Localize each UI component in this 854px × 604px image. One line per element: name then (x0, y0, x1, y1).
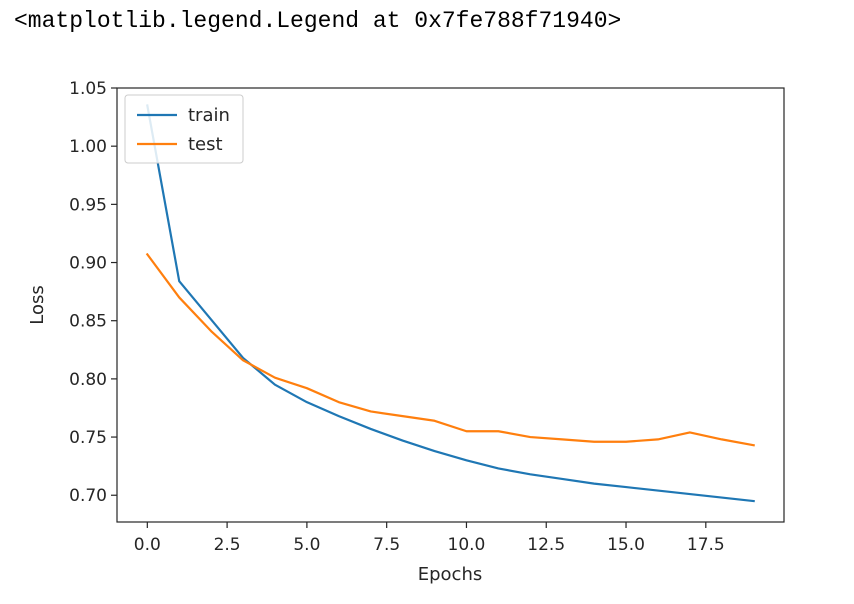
x-tick-label: 0.0 (134, 535, 161, 555)
y-axis-title: Loss (27, 285, 48, 324)
legend-label-train: train (188, 105, 230, 126)
x-tick-label: 5.0 (293, 535, 320, 555)
y-tick-label: 0.70 (69, 486, 107, 506)
x-tick-label: 17.5 (687, 535, 725, 555)
lines-layer (145, 104, 755, 503)
y-tick-label: 0.90 (69, 254, 107, 274)
y-tick-label: 0.75 (69, 428, 107, 448)
series-line-test (145, 252, 755, 447)
y-tick-label: 1.00 (69, 137, 107, 157)
cell-output-text: <matplotlib.legend.Legend at 0x7fe788f71… (14, 8, 622, 34)
plot-frame (116, 87, 785, 523)
y-tick-label: 0.95 (69, 195, 107, 215)
legend: train test (124, 94, 244, 164)
y-tick-label: 1.05 (69, 79, 107, 99)
x-tick-label: 7.5 (373, 535, 400, 555)
legend-box (124, 94, 244, 164)
x-tick-label: 15.0 (607, 535, 645, 555)
x-tick-label: 2.5 (214, 535, 241, 555)
y-tick-label: 0.85 (69, 312, 107, 332)
x-tick-label: 12.5 (527, 535, 565, 555)
y-tick-label: 0.80 (69, 370, 107, 390)
ticks-layer: 0.0 2.5 5.0 7.5 10.0 12.5 15.0 17.5 0.70 0.75 0.80… (69, 79, 725, 555)
legend-label-test: test (188, 134, 223, 155)
x-axis-title: Epochs (418, 564, 483, 585)
x-tick-label: 10.0 (448, 535, 486, 555)
series-line-train (146, 104, 755, 503)
